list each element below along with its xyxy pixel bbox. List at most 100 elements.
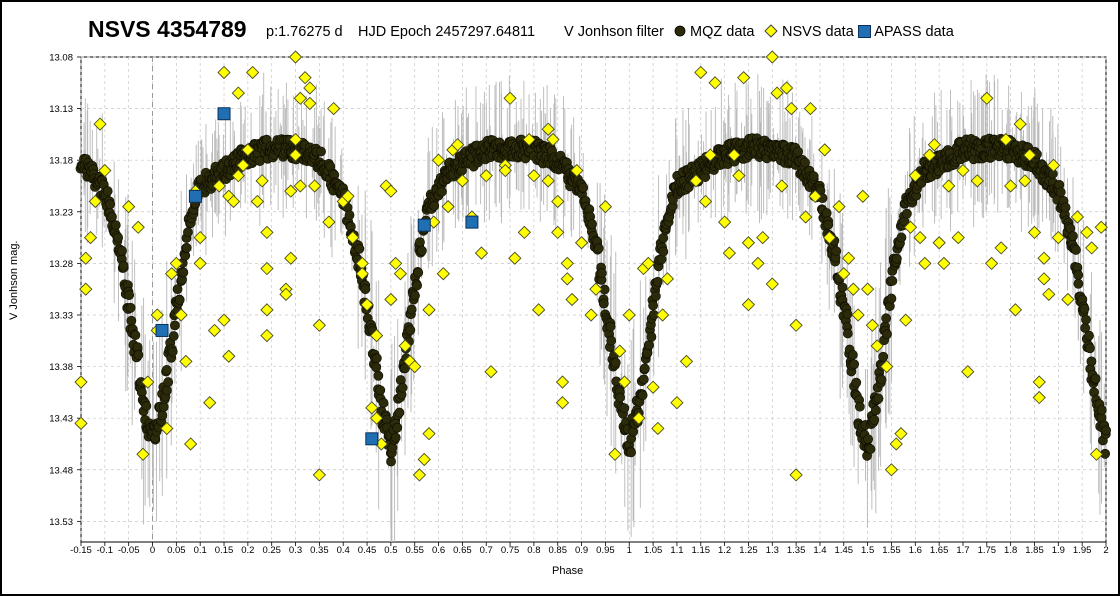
x-tick-label: 0.65 (453, 545, 472, 556)
nsvs-point (193, 230, 207, 245)
nsvs-point (1089, 447, 1104, 461)
mqz-point (869, 415, 880, 425)
nsvs-point (412, 468, 427, 482)
mqz-point (126, 315, 137, 326)
nsvs-point (164, 267, 179, 281)
mqz-point (901, 208, 912, 219)
nsvs-point (551, 225, 565, 240)
mqz-point (110, 220, 121, 231)
y-tick-label: 13.23 (49, 207, 73, 218)
nsvs-point (474, 246, 489, 260)
nsvs-point (141, 375, 155, 389)
mqz-point (650, 291, 661, 302)
mqz-point (652, 276, 663, 287)
mqz-point (1096, 405, 1107, 415)
nsvs-point (932, 236, 946, 250)
x-tick-label: 1.8 (1004, 545, 1017, 556)
mqz-point (1071, 245, 1081, 255)
x-tick-label: 0.3 (289, 545, 302, 556)
mqz-point (626, 447, 636, 458)
nsvs-point (894, 427, 908, 441)
nsvs-point (1037, 272, 1051, 286)
nsvs-point (288, 132, 303, 147)
mqz-point (390, 432, 401, 443)
nsvs-point (984, 256, 999, 271)
nsvs-point (131, 220, 145, 234)
mqz-point (1090, 373, 1101, 384)
legend-nsvs: NSVS data (764, 24, 854, 40)
nsvs-point (741, 298, 756, 312)
apass-point (465, 215, 479, 229)
nsvs-point (655, 308, 670, 322)
mqz-point (378, 398, 389, 408)
nsvs-point (632, 411, 646, 425)
nsvs-point (765, 50, 779, 64)
mqz-point (410, 290, 420, 301)
mqz-point (863, 434, 874, 445)
nsvs-point (79, 282, 93, 296)
mqz-point (1055, 187, 1066, 198)
nsvs-point (355, 267, 369, 281)
nsvs-point (584, 308, 598, 322)
x-tick-label: -0.05 (118, 545, 140, 556)
nsvs-point (1061, 292, 1075, 307)
apass-point (417, 218, 431, 232)
y-tick-label: 13.53 (49, 517, 73, 528)
nsvs-point (789, 318, 803, 332)
nsvs-point (1032, 375, 1046, 389)
nsvs-point (770, 86, 784, 100)
legend-mqz-marker (674, 25, 686, 37)
mqz-point (113, 232, 124, 243)
nsvs-point (832, 199, 846, 214)
mqz-point (1073, 270, 1084, 280)
nsvs-point (293, 91, 307, 105)
nsvs-point (312, 468, 327, 482)
y-tick-label: 13.18 (49, 156, 73, 167)
legend-apass: APASS data (858, 24, 954, 40)
nsvs-point (517, 225, 532, 240)
x-tick-label: 1.65 (930, 545, 949, 556)
mqz-point (181, 242, 192, 253)
nsvs-point (1013, 117, 1027, 131)
mqz-point (637, 390, 648, 401)
mqz-point (130, 330, 141, 341)
mqz-point (851, 377, 862, 388)
x-tick-label: 0.75 (501, 545, 520, 556)
nsvs-point (937, 256, 951, 271)
y-tick-label: 13.43 (49, 414, 73, 425)
mqz-point (412, 280, 422, 291)
mqz-point (107, 211, 117, 222)
nsvs-point (574, 236, 589, 250)
nsvs-point (532, 303, 546, 317)
nsvs-point (250, 194, 265, 209)
filter-text: V Jonhson filter (564, 24, 664, 40)
nsvs-point (169, 256, 183, 271)
mqz-point (610, 357, 621, 368)
nsvs-point (899, 313, 913, 327)
nsvs-point (717, 215, 732, 229)
nsvs-point (860, 282, 875, 296)
nsvs-point (436, 267, 450, 281)
nsvs-point (346, 230, 360, 245)
nsvs-point (1070, 210, 1085, 224)
nsvs-point (327, 101, 341, 116)
nsvs-point (384, 292, 398, 307)
nsvs-point (560, 256, 574, 271)
nsvs-point (369, 411, 384, 425)
nsvs-point (732, 169, 746, 183)
nsvs-point (980, 91, 994, 105)
mqz-point (397, 382, 408, 393)
nsvs-point (865, 318, 880, 332)
nsvs-point (846, 282, 860, 296)
nsvs-point (522, 132, 536, 147)
nsvs-point (236, 158, 250, 172)
nsvs-point (231, 169, 245, 183)
nsvs-point (727, 148, 741, 162)
apass-point (217, 107, 231, 121)
mqz-point (619, 403, 630, 414)
x-tick-label: 1.45 (835, 545, 854, 556)
epoch-text: HJD Epoch 2457297.64811 (358, 24, 536, 40)
nsvs-point (779, 81, 794, 95)
mqz-point (133, 349, 144, 360)
mqz-point (578, 182, 589, 193)
